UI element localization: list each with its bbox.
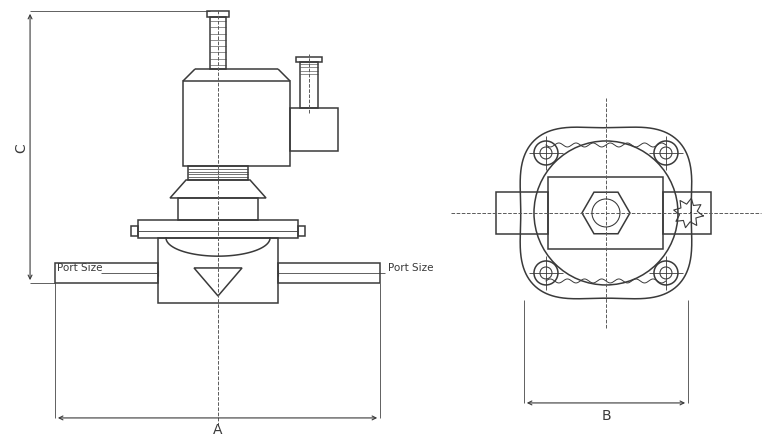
- Text: Port Size: Port Size: [388, 262, 433, 272]
- Text: B: B: [601, 408, 611, 422]
- Text: C: C: [14, 143, 28, 152]
- Bar: [663, 193, 712, 234]
- Bar: [298, 226, 305, 237]
- Bar: [296, 58, 322, 63]
- Bar: [178, 198, 258, 220]
- Bar: [55, 263, 158, 283]
- Bar: [207, 12, 229, 18]
- Bar: [183, 82, 290, 166]
- Bar: [138, 220, 298, 238]
- Bar: [131, 226, 138, 237]
- Bar: [158, 238, 278, 303]
- Text: Port Size: Port Size: [57, 262, 102, 272]
- Bar: [497, 193, 548, 234]
- Bar: [548, 177, 663, 249]
- Bar: [290, 109, 338, 152]
- Bar: [188, 166, 248, 180]
- Bar: [210, 18, 226, 70]
- Bar: [278, 263, 380, 283]
- Text: A: A: [213, 422, 222, 436]
- Bar: [300, 63, 318, 109]
